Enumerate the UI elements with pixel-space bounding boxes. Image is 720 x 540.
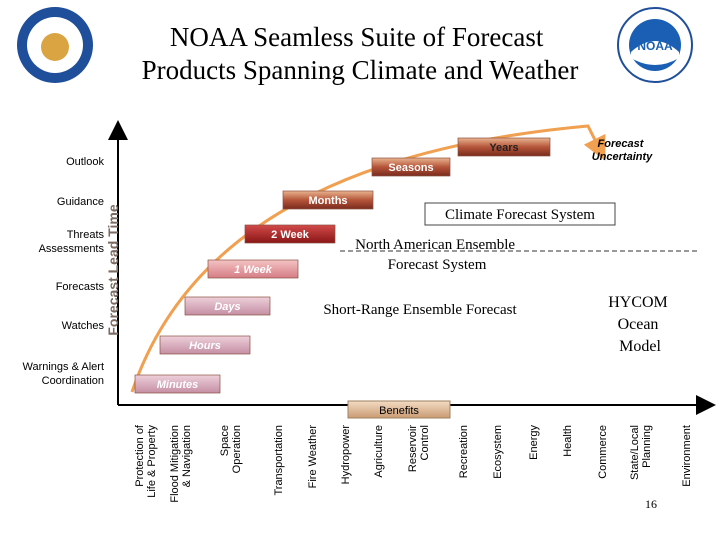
label-line: Hydropower: [340, 425, 352, 485]
benefit-label: Ecosystem: [492, 425, 504, 479]
axis-label: Forecast Lead Time: [105, 204, 121, 335]
benefits-box: [347, 400, 451, 419]
time-scale-label: Seasons: [388, 162, 433, 174]
label-line: Ocean: [618, 316, 659, 333]
title: NOAA Seamless Suite of Forecast Products…: [142, 22, 579, 85]
benefit-label: SpaceOperation: [219, 425, 243, 473]
benefit-label: Hydropower: [340, 425, 352, 485]
product-label: Watches: [62, 320, 105, 332]
system-box: [424, 202, 616, 226]
time-scale-label: Days: [214, 301, 240, 313]
time-scale-box: [371, 157, 451, 177]
label-line: Control: [419, 425, 431, 460]
benefit-label: Recreation: [458, 425, 470, 478]
label-line: Outlook: [66, 156, 104, 168]
label-line: Commerce: [597, 425, 609, 479]
title-line: NOAA Seamless Suite of Forecast: [170, 22, 544, 52]
product-label: Outlook: [66, 156, 104, 168]
benefit-label: Fire Weather: [307, 425, 319, 489]
time-scale-label: Months: [308, 195, 347, 207]
label-line: Watches: [62, 320, 105, 332]
label-line: HYCOM: [608, 294, 668, 311]
label-line: Fire Weather: [307, 425, 319, 489]
noaa-logo: NOAA: [617, 7, 693, 83]
benefit-label: Protection ofLife & Property: [134, 424, 158, 498]
time-scale-box: [244, 224, 336, 244]
label-line: Forecasts: [56, 281, 105, 293]
label-line: Protection of: [134, 424, 146, 487]
benefits-label: Benefits: [379, 405, 419, 417]
label-line: Energy: [528, 425, 540, 460]
label-line: Coordination: [42, 375, 104, 387]
time-scale-box: [282, 190, 374, 210]
label-line: Environment: [681, 425, 693, 487]
system-label: North American Ensemble Forecast System: [355, 237, 519, 273]
label-line: Uncertainty: [592, 151, 653, 163]
time-scale-label: Minutes: [157, 379, 199, 391]
label-line: Warnings & Alert: [22, 361, 104, 373]
benefit-label: Health: [562, 425, 574, 457]
time-scale-label: 2 Week: [271, 229, 310, 241]
benefit-label: ReservoirControl: [407, 425, 431, 472]
page-number: 16: [645, 497, 657, 511]
label-line: Threats: [67, 229, 105, 241]
time-scale-label: Hours: [189, 340, 221, 352]
label-line: Guidance: [57, 196, 104, 208]
system-label: HYCOM Ocean Model: [608, 294, 672, 355]
product-label: Threats Assessments: [39, 229, 105, 255]
product-label: Warnings & Alert Coordination: [22, 361, 104, 387]
label-line: North American Ensemble: [355, 237, 515, 253]
uncertainty-label: Forecast Uncertainty: [592, 138, 653, 163]
time-scale-box: [207, 259, 299, 279]
logo-mark: NOAA: [637, 39, 673, 53]
benefit-label: Agriculture: [373, 425, 385, 478]
benefit-label: State/LocalPlanning: [629, 425, 653, 480]
label-line: & Navigation: [181, 425, 193, 487]
time-scale-box: [457, 137, 551, 157]
label-line: Model: [619, 338, 661, 355]
label-line: Life & Property: [146, 425, 158, 498]
label-line: Space: [219, 425, 231, 456]
label-line: Agriculture: [373, 425, 385, 478]
label-line: State/Local: [629, 425, 641, 480]
benefit-label: Commerce: [597, 425, 609, 479]
time-scale-box: [159, 335, 251, 355]
system-label: Climate Forecast System: [445, 207, 595, 223]
label-line: Forecast: [598, 138, 645, 150]
time-scale-box: [134, 374, 221, 394]
commerce-logo: [17, 7, 93, 83]
benefit-label: Transportation: [273, 425, 285, 496]
system-label: Short-Range Ensemble Forecast: [323, 302, 517, 318]
benefit-label: Environment: [681, 425, 693, 487]
benefit-label: Flood Mitigation& Navigation: [169, 425, 193, 503]
benefit-label: Energy: [528, 425, 540, 460]
label-line: Ecosystem: [492, 425, 504, 479]
label-line: Forecast System: [388, 257, 487, 273]
label-line: Reservoir: [407, 425, 419, 472]
time-scale-label: 1 Week: [234, 264, 273, 276]
label-line: Health: [562, 425, 574, 457]
title-line: Products Spanning Climate and Weather: [142, 55, 579, 85]
time-scale-label: Years: [489, 142, 518, 154]
label-line: Planning: [641, 425, 653, 468]
product-label: Guidance: [57, 196, 104, 208]
label-line: Transportation: [273, 425, 285, 496]
label-line: Operation: [231, 425, 243, 473]
label-line: Flood Mitigation: [169, 425, 181, 503]
label-line: Recreation: [458, 425, 470, 478]
product-label: Forecasts: [56, 281, 105, 293]
label-line: Assessments: [39, 243, 105, 255]
time-scale-box: [184, 296, 271, 316]
